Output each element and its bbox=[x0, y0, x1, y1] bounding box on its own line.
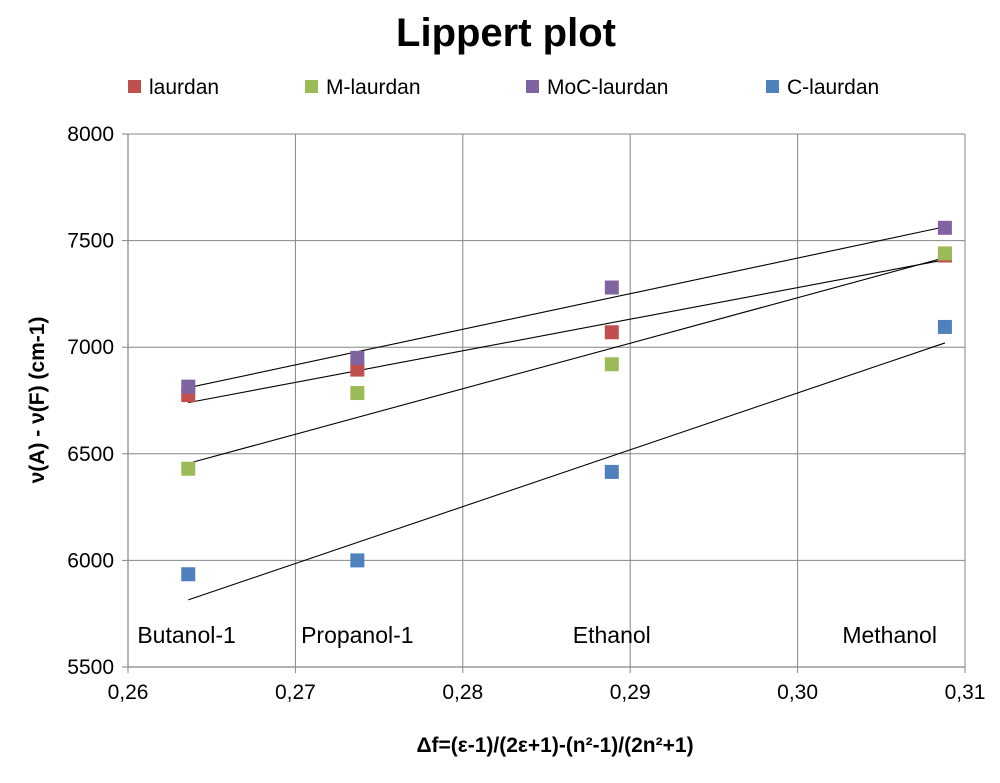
data-point-moc-laurdan bbox=[350, 350, 365, 365]
y-tick-label: 6000 bbox=[67, 549, 114, 572]
data-point-c-laurdan bbox=[604, 464, 619, 479]
legend-label: laurdan bbox=[149, 76, 219, 99]
trendline-m-laurdan bbox=[188, 257, 946, 464]
trendline-laurdan bbox=[188, 259, 946, 404]
data-point-m-laurdan bbox=[181, 461, 196, 476]
axes: 0,26 0,27 0,28 0,29 0,30 0,31 5500 6000 6500 7000… bbox=[67, 123, 985, 704]
data-point-c-laurdan bbox=[350, 553, 365, 568]
x-tick-label: 0,31 bbox=[945, 681, 986, 704]
legend-item: laurdan bbox=[128, 76, 219, 99]
legend-swatch bbox=[766, 80, 779, 93]
y-tick-label: 6500 bbox=[67, 443, 114, 466]
solvent-label: Propanol-1 bbox=[301, 622, 414, 648]
legend-label: M-laurdan bbox=[326, 76, 421, 99]
y-tick-label: 7000 bbox=[67, 336, 114, 359]
solvent-label: Butanol-1 bbox=[137, 622, 235, 648]
data-point-moc-laurdan bbox=[604, 280, 619, 295]
trendline-c-laurdan bbox=[188, 342, 946, 601]
legend-item: C-laurdan bbox=[766, 76, 879, 99]
data-point-moc-laurdan bbox=[937, 220, 952, 235]
legend-swatch bbox=[305, 80, 318, 93]
data-point-m-laurdan bbox=[350, 386, 365, 401]
data-point-c-laurdan bbox=[937, 319, 952, 334]
data-points bbox=[181, 220, 952, 582]
data-point-moc-laurdan bbox=[181, 379, 196, 394]
y-tick-label: 8000 bbox=[67, 123, 114, 146]
x-tick-label: 0,27 bbox=[275, 681, 316, 704]
chart-title: Lippert plot bbox=[396, 11, 616, 55]
data-point-laurdan bbox=[604, 325, 619, 340]
x-tick-label: 0,26 bbox=[108, 681, 149, 704]
x-tick-label: 0,29 bbox=[610, 681, 651, 704]
legend-label: C-laurdan bbox=[787, 76, 879, 99]
y-tick-label: 5500 bbox=[67, 656, 114, 679]
legend-swatch bbox=[128, 80, 141, 93]
solvent-label: Ethanol bbox=[573, 622, 651, 648]
x-tick-label: 0,28 bbox=[442, 681, 483, 704]
y-tick-label: 7500 bbox=[67, 230, 114, 253]
legend-item: M-laurdan bbox=[305, 76, 421, 99]
trendline-moc-laurdan bbox=[188, 226, 946, 389]
legend-item: MoC-laurdan bbox=[526, 76, 668, 99]
legend: laurdan M-laurdan MoC-laurdan C-laurdan bbox=[128, 76, 879, 99]
annotations: Butanol-1 Propanol-1 Ethanol Methanol bbox=[137, 622, 937, 648]
data-point-laurdan bbox=[350, 362, 365, 377]
legend-label: MoC-laurdan bbox=[547, 76, 668, 99]
trendlines bbox=[188, 226, 946, 601]
grid bbox=[128, 133, 966, 667]
data-point-m-laurdan bbox=[937, 246, 952, 261]
legend-swatch bbox=[526, 80, 539, 93]
data-point-m-laurdan bbox=[604, 357, 619, 372]
x-tick-label: 0,30 bbox=[777, 681, 818, 704]
data-point-c-laurdan bbox=[181, 567, 196, 582]
x-axis-label: Δf=(ε-1)/(2ε+1)-(n²-1)/(2n²+1) bbox=[416, 734, 693, 757]
y-axis-label: ν(A) - ν(F) (cm-1) bbox=[26, 317, 49, 484]
solvent-label: Methanol bbox=[842, 622, 937, 648]
